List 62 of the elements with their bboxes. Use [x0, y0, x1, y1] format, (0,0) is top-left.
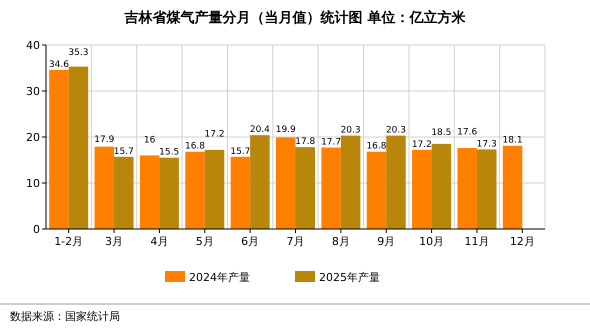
x-tick-label: 10月: [419, 235, 444, 248]
x-tick-label: 5月: [196, 235, 214, 248]
x-tick-label: 4月: [150, 235, 168, 248]
data-label: 34.6: [48, 60, 70, 70]
bar: [432, 144, 452, 229]
y-tick-label: 30: [26, 85, 40, 98]
bar: [114, 156, 134, 229]
bar: [476, 149, 496, 229]
data-label: 17.3: [476, 139, 497, 150]
y-tick-label: 40: [26, 39, 40, 52]
bar: [502, 146, 522, 229]
data-label: 20.3: [340, 126, 361, 136]
y-tick-label: 0: [33, 223, 40, 236]
data-label: 17.2: [204, 130, 225, 140]
x-tick-label: 9月: [377, 235, 396, 248]
bar: [457, 148, 477, 229]
data-label: 15.7: [230, 146, 250, 157]
bar: [140, 155, 160, 229]
bar: [276, 137, 296, 229]
data-label: 35.3: [68, 48, 88, 58]
legend-label: 2025年产量: [319, 271, 380, 284]
bar: [230, 156, 250, 229]
bar: [185, 152, 205, 229]
bar: [250, 135, 270, 229]
x-tick-label: 3月: [105, 235, 124, 248]
data-label: 17.6: [457, 127, 478, 138]
x-tick-label: 12月: [510, 235, 535, 248]
data-label: 20.3: [386, 126, 406, 136]
bar: [49, 70, 69, 229]
bar: [94, 146, 114, 229]
data-label: 18.5: [431, 128, 452, 138]
data-label: 15.5: [159, 148, 180, 158]
data-label: 19.9: [276, 125, 296, 136]
data-label: 20.4: [250, 125, 270, 136]
data-label: 17.7: [321, 138, 342, 148]
y-tick-label: 20: [26, 131, 40, 144]
bar: [68, 66, 88, 229]
x-tick-label: 8月: [332, 235, 350, 248]
x-tick-label: 7月: [286, 235, 304, 248]
bar: [412, 150, 432, 229]
bar: [340, 136, 360, 229]
data-label: 17.9: [94, 134, 115, 145]
bar: [159, 158, 179, 229]
data-label: 16.8: [366, 142, 387, 152]
data-label: 17.8: [295, 137, 316, 148]
data-label: 16.8: [184, 142, 206, 152]
bar: [296, 147, 316, 229]
x-tick-label: 1-2月: [54, 235, 84, 248]
source-note: 数据来源：国家统计局: [10, 310, 120, 323]
chart-title: 吉林省煤气产量分月（当月值）统计图 单位：亿立方米: [124, 9, 466, 26]
data-label: 17.2: [412, 140, 432, 150]
data-label: 16: [144, 136, 156, 146]
y-tick-label: 10: [26, 177, 40, 190]
bar: [204, 150, 224, 229]
x-tick-label: 11月: [464, 235, 490, 248]
bar: [366, 152, 386, 229]
legend-label: 2024年产量: [189, 271, 250, 284]
bar: [321, 148, 341, 229]
data-label: 18.1: [502, 136, 523, 146]
data-label: 15.7: [114, 146, 134, 157]
bar: [386, 136, 406, 229]
x-tick-label: 6月: [241, 235, 260, 248]
